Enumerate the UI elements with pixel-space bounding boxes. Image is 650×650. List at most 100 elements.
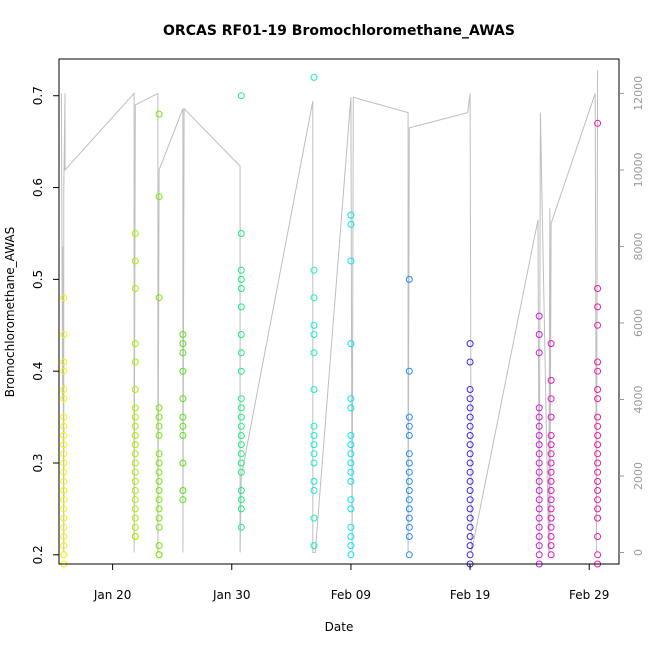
y-axis: 0.2 0.3 0.4 0.5 0.6 0.7 (31, 86, 59, 564)
y-axis-label: Bromochloromethane_AWAS (3, 227, 17, 397)
y2-tick-label: 2000 (632, 462, 645, 490)
data-point (535, 477, 543, 485)
data-point (347, 340, 355, 348)
data-point (535, 542, 543, 550)
data-point (310, 349, 318, 357)
data-point (237, 404, 245, 412)
data-point (594, 386, 602, 393)
data-point (466, 395, 474, 403)
y2-tick-label: 0 (632, 549, 645, 556)
data-point (237, 432, 245, 439)
chart-title: ORCAS RF01-19 Bromochloromethane_AWAS (163, 23, 515, 39)
data-point (535, 349, 543, 357)
series-rf11 (547, 340, 555, 559)
data-point (405, 533, 413, 540)
data-point (547, 514, 555, 522)
data-point (547, 533, 555, 540)
data-point (131, 441, 139, 449)
data-point (310, 266, 318, 274)
data-point (594, 422, 602, 430)
data-point (155, 496, 163, 504)
data-point (466, 514, 474, 522)
data-point (60, 441, 68, 449)
data-point (155, 551, 163, 559)
y-tick-label: 0.4 (31, 362, 45, 381)
series-rf07 (347, 211, 355, 559)
data-point (237, 468, 245, 476)
data-point (60, 477, 68, 485)
data-point (535, 312, 543, 320)
data-point (347, 468, 355, 476)
data-point (155, 422, 163, 430)
data-point (237, 285, 245, 292)
data-point (466, 459, 474, 467)
data-point (155, 413, 163, 421)
data-point (405, 514, 413, 522)
data-point (405, 422, 413, 430)
data-point (547, 477, 555, 485)
data-point (347, 533, 355, 540)
data-point (131, 413, 139, 421)
data-point (237, 303, 245, 311)
series-rf03 (155, 110, 163, 559)
data-point (237, 266, 245, 274)
x-axis: Jan 20 Jan 30 Feb 09 Feb 19 Feb 29 (93, 564, 609, 602)
data-point (535, 404, 543, 412)
data-point (405, 367, 413, 375)
data-point (131, 477, 139, 485)
data-point (547, 496, 555, 504)
series-rf01 (60, 294, 68, 568)
data-point (535, 505, 543, 513)
data-point (131, 386, 139, 393)
data-point (310, 459, 318, 467)
data-point (594, 321, 602, 329)
data-point (405, 496, 413, 504)
data-point (466, 533, 474, 540)
data-point (535, 422, 543, 430)
x-tick-label: Jan 30 (212, 588, 251, 602)
data-point (547, 487, 555, 494)
data-point (594, 285, 602, 292)
data-point (155, 477, 163, 485)
data-point (310, 514, 318, 522)
data-point (547, 468, 555, 476)
series-rf05 (237, 92, 245, 531)
data-point (237, 230, 245, 237)
data-point (237, 349, 245, 357)
series-rf04 (179, 331, 187, 504)
data-point (405, 523, 413, 531)
series-rf09 (466, 340, 474, 568)
data-point (131, 422, 139, 430)
data-point (131, 404, 139, 412)
data-point (310, 441, 318, 449)
data-point (155, 404, 163, 412)
data-point (547, 395, 555, 403)
x-tick-label: Feb 09 (331, 588, 371, 602)
data-point (405, 468, 413, 476)
y2-tick-label: 4000 (632, 386, 645, 414)
data-point (60, 331, 68, 338)
data-point (594, 441, 602, 449)
data-point (347, 257, 355, 265)
data-point (594, 432, 602, 439)
data-point (466, 450, 474, 458)
y2-tick-label: 6000 (632, 309, 645, 337)
data-point (405, 450, 413, 458)
data-point (237, 523, 245, 531)
data-point (310, 321, 318, 329)
y-tick-label: 0.7 (31, 86, 45, 105)
data-point (405, 477, 413, 485)
data-point (466, 496, 474, 504)
data-point (347, 404, 355, 412)
data-point (594, 468, 602, 476)
data-point (155, 450, 163, 458)
data-point (466, 358, 474, 366)
data-point (535, 514, 543, 522)
data-point (131, 468, 139, 476)
data-point (237, 331, 245, 338)
data-point (155, 542, 163, 550)
data-point (237, 367, 245, 375)
data-point (155, 193, 163, 201)
x-tick-label: Jan 20 (93, 588, 132, 602)
